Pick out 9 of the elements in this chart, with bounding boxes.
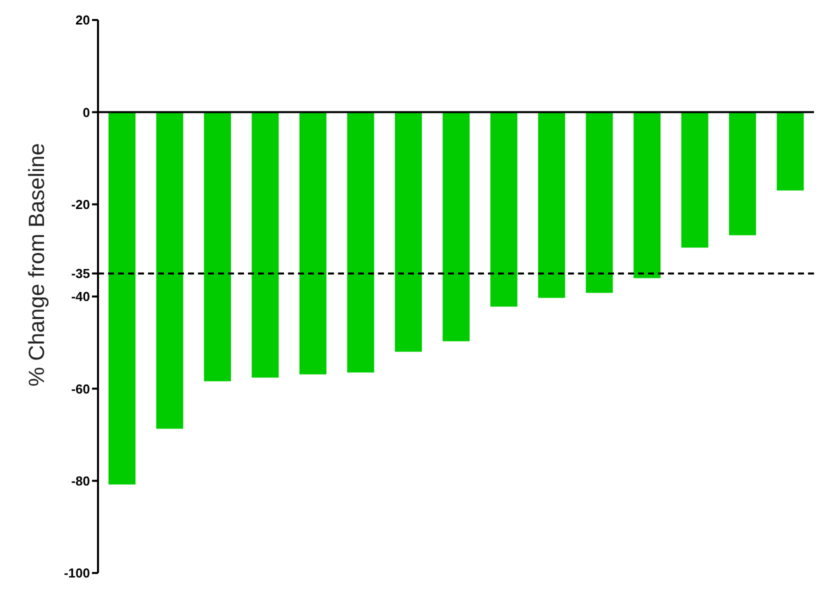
y-tick-label: -35 — [71, 266, 90, 282]
y-tick-label: -100 — [64, 566, 90, 581]
y-axis-title: % Change from Baseline — [24, 143, 49, 386]
y-tick-label: -20 — [71, 196, 90, 212]
y-tick-label: -40 — [71, 289, 90, 304]
y-tick-label: 20 — [76, 12, 90, 28]
y-tick-label: -80 — [71, 473, 90, 488]
y-tick-label: 0 — [82, 104, 90, 120]
y-tick-label: -60 — [71, 381, 90, 396]
